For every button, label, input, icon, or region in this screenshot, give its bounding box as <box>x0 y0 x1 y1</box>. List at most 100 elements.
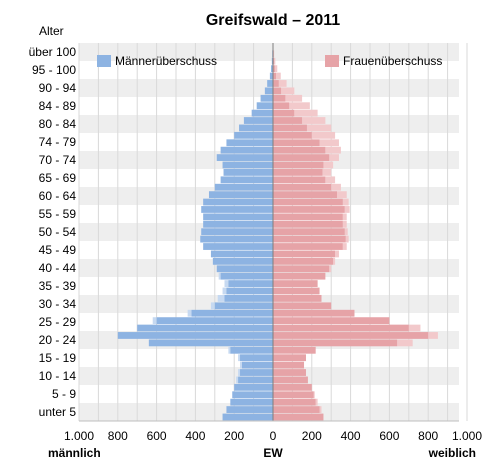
female-bar <box>273 406 320 413</box>
male-surplus-bar <box>238 354 241 362</box>
legend-swatch-male <box>97 55 111 67</box>
female-surplus-bar <box>315 398 318 406</box>
female-surplus-bar <box>289 102 310 110</box>
y-tick-label: 35 - 39 <box>39 279 77 293</box>
legend-swatch-female <box>325 55 339 67</box>
male-bar <box>208 191 273 199</box>
male-bar <box>203 220 273 228</box>
y-tick-label: 55 - 59 <box>39 207 77 221</box>
male-bar <box>224 295 273 302</box>
female-bar <box>273 346 316 354</box>
male-surplus-bar <box>217 295 225 302</box>
female-bar <box>273 131 312 139</box>
male-bar <box>137 324 273 332</box>
x-unit-label: EW <box>263 446 283 460</box>
y-tick-label: 30 - 34 <box>39 297 77 311</box>
male-surplus-bar <box>224 280 229 287</box>
population-bars <box>117 43 429 421</box>
male-bar <box>220 272 273 280</box>
female-surplus-bar <box>337 191 347 199</box>
female-bar <box>273 139 320 147</box>
female-bar <box>273 376 308 384</box>
female-surplus-bar <box>335 250 339 258</box>
male-bar <box>210 250 273 258</box>
male-bar <box>212 257 273 265</box>
male-bar <box>214 183 273 191</box>
male-bar <box>203 198 273 206</box>
legend-label-female: Frauenüberschuss <box>343 54 442 68</box>
female-surplus-bar <box>311 131 336 139</box>
male-surplus-bar <box>222 287 227 295</box>
female-surplus-bar <box>285 94 303 102</box>
male-bar <box>148 339 273 347</box>
surplus-bars <box>152 50 438 413</box>
male-bar <box>226 406 273 413</box>
male-bar <box>220 176 273 184</box>
y-tick-label: 95 - 100 <box>32 63 76 77</box>
y-tick-label: 45 - 49 <box>39 243 77 257</box>
male-bar <box>243 117 273 124</box>
male-bar <box>220 146 273 154</box>
chart-title: Greifswald – 2011 <box>206 12 340 29</box>
female-bar <box>273 235 346 243</box>
male-bar <box>117 332 273 339</box>
female-surplus-bar <box>397 339 413 347</box>
female-bar <box>273 154 330 161</box>
age-band <box>79 115 459 133</box>
male-bar <box>216 265 273 273</box>
y-tick-label: 65 - 69 <box>39 171 77 185</box>
male-bar <box>156 317 273 325</box>
male-bar <box>267 80 273 87</box>
male-bar <box>201 228 273 236</box>
male-bar <box>271 57 273 65</box>
y-axis-title: Alter <box>39 24 64 38</box>
female-bar <box>273 369 306 376</box>
x-label-male: männlich <box>48 446 101 460</box>
male-bar <box>226 139 273 147</box>
female-bar <box>273 280 318 287</box>
female-surplus-bar <box>274 65 278 73</box>
female-bar <box>273 265 330 273</box>
male-bar <box>216 154 273 161</box>
male-bar <box>226 287 273 295</box>
female-bar <box>273 250 336 258</box>
female-bar <box>273 183 332 191</box>
female-surplus-bar <box>294 109 318 117</box>
male-bar <box>260 94 273 102</box>
female-surplus-bar <box>313 391 315 399</box>
male-surplus-bar <box>236 376 239 384</box>
female-bar <box>273 317 390 325</box>
female-bar <box>273 391 314 399</box>
y-tick-labels: über 100 95 - 100 90 - 94 84 - 89 80 - 84 74 … <box>29 45 77 419</box>
y-tick-label: 5 - 9 <box>52 387 76 401</box>
female-bar <box>273 295 322 302</box>
male-bar <box>214 302 273 310</box>
male-bar <box>239 124 273 132</box>
male-bar <box>234 131 273 139</box>
female-bar <box>273 176 326 184</box>
y-tick-label: unter 5 <box>39 405 77 419</box>
female-bar <box>273 102 290 110</box>
female-bar <box>273 87 282 95</box>
female-surplus-bar <box>342 220 347 228</box>
female-bar <box>273 287 320 295</box>
female-bar <box>273 146 326 154</box>
x-tick-label: 1.000 <box>452 429 482 443</box>
female-surplus-bar <box>319 139 339 147</box>
female-surplus-bar <box>322 169 332 176</box>
y-tick-label: 15 - 19 <box>39 351 77 365</box>
age-band <box>79 43 459 61</box>
female-surplus-bar <box>428 332 438 339</box>
female-bar <box>273 213 343 221</box>
female-surplus-bar <box>323 161 334 169</box>
female-bar <box>273 302 332 310</box>
female-bar <box>273 117 303 124</box>
legend-label-male: Männerüberschuss <box>115 54 217 68</box>
male-bar <box>271 65 273 73</box>
male-surplus-bar <box>218 272 221 280</box>
y-tick-label: 74 - 79 <box>39 135 77 149</box>
male-bar <box>240 369 273 376</box>
female-surplus-bar <box>274 57 276 65</box>
female-surplus-bar <box>319 406 322 413</box>
